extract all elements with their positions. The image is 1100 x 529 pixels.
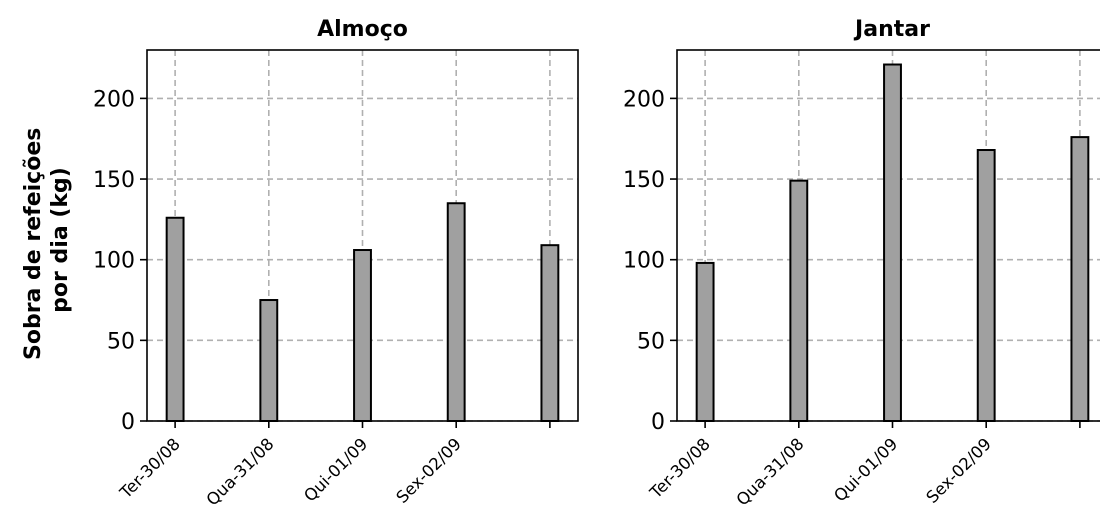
bar-jantar-4 [1070,136,1090,423]
x-tick-label: Qua-31/08 [203,434,278,509]
panel-jantar: Jantar 0 50 100 150 200 Ter-30/08 Qua-31/08 Qui-… [623,17,1100,509]
bar-almoco-1 [259,299,279,422]
bar-jantar-2 [883,63,902,422]
y-axis-label: Sobra de refeições por dia (kg) [21,120,73,360]
bar-jantar-3 [976,149,996,422]
y-tick-label: 50 [637,329,665,354]
y-tick-label: 100 [623,249,665,274]
y-axis-label-line-1: Sobra de refeições [21,128,46,360]
x-tick-label: Sex-02/09 [922,434,995,507]
y-axis-label-line-2: por dia (kg) [48,167,73,313]
bar-jantar-0 [695,261,715,423]
bar-jantar-1 [789,179,809,422]
chart-title-jantar: Jantar [853,17,930,42]
bar-almoco-0 [165,216,185,422]
y-tick-label: 200 [623,87,665,112]
x-tick-label: Ter-30/08 [646,434,714,502]
y-tick-label: 50 [107,329,135,354]
bar-almoco-2 [353,249,372,422]
y-tick-label: 150 [623,168,665,193]
x-tick-label: Qui-01/09 [300,434,371,505]
x-tick-label: Sex-02/09 [392,434,465,507]
bar-almoco-3 [446,202,466,422]
y-tick-label: 150 [93,168,135,193]
panel-almoco: Almoço 0 50 100 150 200 Ter-30/08 Qua-31/08 Qui-… [93,17,579,509]
x-tick-label: Qua-31/08 [733,434,808,509]
chart-title-almoco: Almoço [317,17,408,42]
y-tick-label: 200 [93,87,135,112]
y-tick-label: 0 [121,410,135,435]
x-tick-label: Qui-01/09 [830,434,901,505]
x-tick-label: Ter-30/08 [116,434,184,502]
bar-almoco-4 [540,244,560,422]
y-tick-label: 100 [93,249,135,274]
y-tick-label: 0 [651,410,665,435]
